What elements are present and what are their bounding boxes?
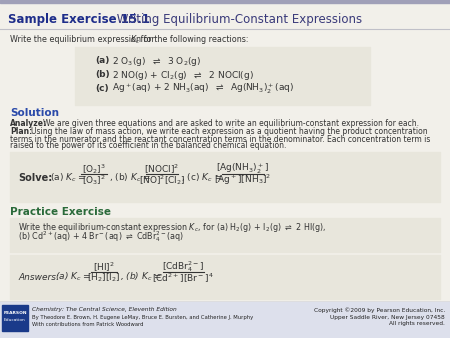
Text: Write the equilibrium-constant expression $K_c$, for (a) H$_2$(g) + I$_2$(g) $\r: Write the equilibrium-constant expressio…	[18, 221, 326, 235]
Text: With contributions from Patrick Woodward: With contributions from Patrick Woodward	[32, 321, 144, 327]
Text: We are given three equations and are asked to write an equilibrium-constant expr: We are given three equations and are ask…	[43, 120, 419, 128]
Text: Practice Exercise: Practice Exercise	[10, 207, 111, 217]
Text: $[\mathrm{CdBr_4^{2-}}]$: $[\mathrm{CdBr_4^{2-}}]$	[162, 260, 204, 274]
Text: All rights reserved.: All rights reserved.	[389, 321, 445, 327]
Text: $[\mathrm{NO}]^2[\mathrm{Cl_2}]$: $[\mathrm{NO}]^2[\mathrm{Cl_2}]$	[139, 173, 185, 187]
Text: $[\mathrm{Cd^{2+}}][\mathrm{Br^-}]^4$: $[\mathrm{Cd^{2+}}][\mathrm{Br^-}]^4$	[152, 271, 214, 285]
Bar	[10, 218, 440, 252]
Text: (c): (c)	[95, 84, 108, 94]
Text: Plan:: Plan:	[10, 127, 32, 137]
Text: (b): (b)	[95, 71, 110, 79]
Text: raised to the power of its coefficient in the balanced chemical equation.: raised to the power of its coefficient i…	[10, 142, 286, 150]
Bar	[0, 0, 450, 3]
Text: $[\mathrm{O_3}]^2$: $[\mathrm{O_3}]^2$	[82, 173, 106, 187]
Text: Chemistry: The Central Science, Eleventh Edition: Chemistry: The Central Science, Eleventh…	[32, 308, 177, 313]
Text: Solve:: Solve:	[18, 173, 52, 183]
Text: (a): (a)	[95, 56, 109, 66]
Text: Education: Education	[4, 318, 26, 322]
Text: Writing Equilibrium-Constant Expressions: Writing Equilibrium-Constant Expressions	[113, 13, 362, 25]
Text: 2 NO(g) + Cl$_2$(g)  $\rightleftharpoons$  2 NOCl(g): 2 NO(g) + Cl$_2$(g) $\rightleftharpoons$…	[112, 69, 254, 81]
Text: $[\mathrm{O_2}]^3$: $[\mathrm{O_2}]^3$	[82, 162, 106, 176]
Text: $[\mathrm{NOCl}]^2$: $[\mathrm{NOCl}]^2$	[144, 163, 180, 175]
Text: terms in the numerator and the reactant concentration terms in the denominator. : terms in the numerator and the reactant …	[10, 135, 430, 144]
Bar	[0, 3, 450, 29]
Text: 2 O$_3$(g)  $\rightleftharpoons$  3 O$_2$(g): 2 O$_3$(g) $\rightleftharpoons$ 3 O$_2$(…	[112, 54, 201, 68]
Text: for the following reactions:: for the following reactions:	[138, 35, 248, 45]
Text: Copyright ©2009 by Pearson Education, Inc.: Copyright ©2009 by Pearson Education, In…	[314, 307, 445, 313]
Bar	[2, 305, 28, 331]
Text: Answers:: Answers:	[18, 272, 59, 282]
Bar	[10, 255, 440, 299]
Text: , (b) $K_c$ =: , (b) $K_c$ =	[120, 271, 162, 283]
Text: Using the law of mass action, we write each expression as a quotient having the : Using the law of mass action, we write e…	[31, 127, 428, 137]
Text: Sample Exercise 15.1: Sample Exercise 15.1	[8, 13, 150, 25]
Text: (a) $K_c$ =: (a) $K_c$ =	[50, 172, 86, 184]
Bar	[0, 29, 450, 296]
Text: $[\mathrm{HI}]^2$: $[\mathrm{HI}]^2$	[93, 260, 115, 273]
Text: Analyze:: Analyze:	[10, 120, 47, 128]
Text: (a) $K_c$ =: (a) $K_c$ =	[55, 271, 91, 283]
Bar	[10, 152, 440, 202]
Text: Write the equilibrium expression for: Write the equilibrium expression for	[10, 35, 159, 45]
Text: Solution: Solution	[10, 108, 59, 118]
Text: Ag$^+$(aq) + 2 NH$_3$(aq)  $\rightleftharpoons$  Ag(NH$_3$)$_2^+$(aq): Ag$^+$(aq) + 2 NH$_3$(aq) $\rightlefthar…	[112, 82, 294, 96]
Text: $K_c$: $K_c$	[130, 34, 140, 46]
Text: , (b) $K_c$ =: , (b) $K_c$ =	[109, 172, 151, 184]
Bar	[0, 302, 450, 338]
Text: $[\mathrm{Ag^+}][\mathrm{NH_3}]^2$: $[\mathrm{Ag^+}][\mathrm{NH_3}]^2$	[214, 173, 272, 187]
Text: $[\mathrm{H_2}][\mathrm{I_2}]$: $[\mathrm{H_2}][\mathrm{I_2}]$	[87, 272, 121, 284]
Text: By Theodore E. Brown, H. Eugene LeMay, Bruce E. Bursten, and Catherine J. Murphy: By Theodore E. Brown, H. Eugene LeMay, B…	[32, 314, 253, 319]
Text: $[\mathrm{Ag(NH_3)_2^+}]$: $[\mathrm{Ag(NH_3)_2^+}]$	[216, 162, 270, 176]
Text: (b) Cd$^{2+}$(aq) + 4 Br$^-$(aq) $\rightleftharpoons$ CdBr$_4^{2-}$(aq): (b) Cd$^{2+}$(aq) + 4 Br$^-$(aq) $\right…	[18, 230, 184, 244]
Text: Upper Saddle River, New Jersey 07458: Upper Saddle River, New Jersey 07458	[330, 314, 445, 319]
Bar	[75, 47, 370, 105]
Text: , (c) $K_c$ =: , (c) $K_c$ =	[181, 172, 223, 184]
Text: PEARSON: PEARSON	[3, 311, 27, 315]
